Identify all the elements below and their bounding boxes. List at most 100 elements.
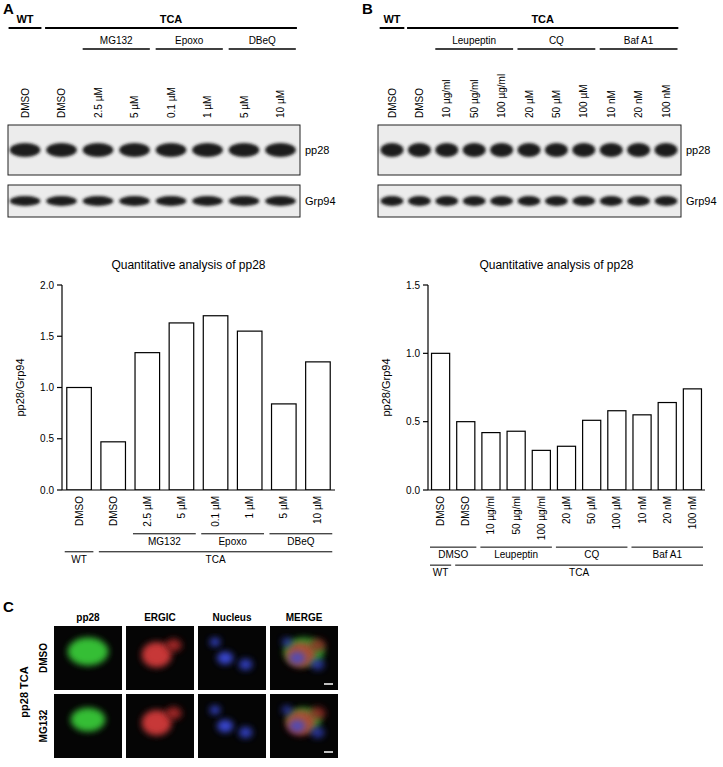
condition-bar — [45, 27, 297, 29]
cell-signal — [239, 659, 253, 671]
cell-signal — [210, 706, 221, 715]
blot-membrane — [8, 125, 300, 175]
blot-band — [517, 143, 540, 157]
x-tick-label: 10 µM — [312, 496, 323, 524]
cell-signal — [309, 707, 325, 720]
group-bar — [201, 533, 264, 534]
condition-label: WT — [16, 13, 33, 25]
blot-band — [545, 196, 568, 206]
blot-membrane — [378, 125, 681, 175]
bar — [457, 422, 475, 490]
bar — [203, 316, 228, 490]
panel-letter: A — [3, 0, 14, 17]
treatment-bar — [229, 48, 296, 50]
x-tick-label: 5 µM — [176, 496, 187, 518]
group-label: Epoxo — [218, 536, 247, 547]
lane-label: DMSO — [414, 88, 425, 118]
group-label: CQ — [584, 549, 599, 560]
y-tick-label: 0.5 — [406, 416, 420, 427]
x-tick-label: 100 nM — [687, 496, 698, 529]
lane-label: 100 µM — [578, 84, 589, 118]
bar — [101, 442, 126, 490]
blot-band — [545, 143, 568, 157]
group-label: TCA — [206, 554, 226, 565]
treatment-bar — [435, 48, 513, 50]
treatment-label: CQ — [549, 35, 564, 46]
bar — [608, 411, 626, 490]
blot-band — [192, 196, 223, 206]
lane-label: DMSO — [20, 88, 31, 118]
condition-bar — [407, 27, 678, 29]
blot-band — [119, 196, 150, 206]
x-tick-label: 5 µM — [278, 496, 289, 518]
lane-label: DMSO — [56, 88, 67, 118]
bar — [432, 353, 450, 490]
x-axis — [428, 489, 705, 490]
panel-letter: B — [362, 0, 373, 17]
bar — [557, 446, 575, 490]
lane-label: 50 µM — [551, 90, 562, 118]
group-label: DMSO — [438, 549, 468, 560]
lane-label: 2.5 µM — [93, 87, 104, 118]
panel-letter: C — [3, 598, 14, 615]
y-tick — [57, 336, 62, 337]
bar — [633, 415, 651, 490]
lane-label: 10 µg/ml — [441, 79, 452, 118]
group-bar — [430, 547, 476, 548]
condition-bar — [9, 27, 42, 29]
condition-label: WT — [383, 13, 400, 25]
blot-band — [654, 143, 677, 157]
treatment-bar — [600, 48, 678, 50]
micrograph — [126, 694, 194, 758]
blot-band — [229, 143, 260, 157]
bars — [432, 353, 702, 490]
bar — [507, 431, 525, 490]
blot-membrane — [378, 185, 681, 217]
group-bar — [455, 565, 703, 566]
x-tick-label: 50 µM — [586, 496, 597, 524]
x-tick-label: 2.5 µM — [142, 496, 153, 527]
blot-band — [463, 196, 486, 206]
cell-signal — [289, 720, 305, 733]
bar — [532, 450, 550, 490]
group-bar — [430, 565, 451, 566]
bar — [306, 362, 331, 490]
bar — [135, 353, 160, 490]
y-tick — [57, 489, 62, 490]
x-tick-label: 100 µM — [611, 496, 622, 530]
lane-label: 0.1 µM — [166, 87, 177, 118]
blot-band — [156, 196, 187, 206]
micrograph — [198, 694, 266, 758]
blot-band — [10, 143, 41, 157]
blot-band — [490, 196, 513, 206]
group-bar — [556, 547, 628, 548]
cell-signal — [217, 720, 233, 733]
blot-band — [600, 196, 623, 206]
lane-label: 10 nM — [606, 90, 617, 118]
blot-band — [156, 143, 187, 157]
cell-signal — [210, 638, 221, 647]
group-bar — [480, 547, 552, 548]
blot-band — [517, 196, 540, 206]
bar — [169, 323, 194, 490]
y-tick — [57, 284, 62, 285]
micrograph — [270, 626, 338, 690]
band-label: pp28 — [686, 144, 710, 156]
blot-band — [408, 196, 431, 206]
lane-label: 10 µM — [275, 90, 286, 118]
y-tick-label: 0.0 — [40, 485, 54, 496]
cell-signal — [311, 659, 325, 671]
micrograph — [54, 694, 122, 758]
x-tick-label: 50 µg/ml — [511, 496, 522, 535]
cell-signal — [289, 652, 305, 665]
bar — [583, 420, 601, 490]
treatment-bar — [83, 48, 150, 50]
channel-label: pp28 — [76, 612, 100, 623]
sample-label: pp28 TCA — [18, 666, 30, 717]
group-bar — [631, 547, 703, 548]
x-tick-label: DMSO — [435, 496, 446, 526]
x-axis — [62, 489, 335, 490]
blot-band — [408, 143, 431, 157]
blot-membrane — [8, 185, 300, 217]
group-bar — [133, 533, 196, 534]
